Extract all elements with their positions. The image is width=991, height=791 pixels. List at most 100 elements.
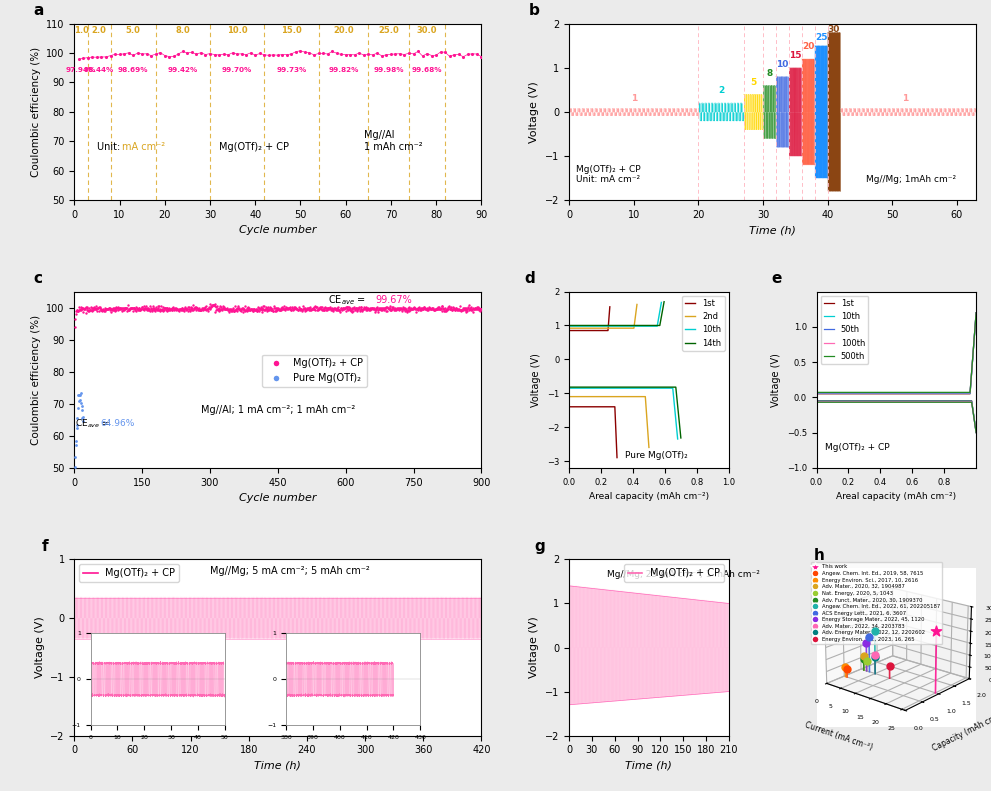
Point: [260, 303, 275, 316]
Point: [402, 302, 418, 315]
Point: [153, 304, 168, 316]
Point: [441, 300, 457, 312]
Point: [426, 305, 442, 317]
Point: [214, 303, 230, 316]
Point: [133, 303, 149, 316]
Point: [420, 304, 436, 316]
Point: [455, 302, 471, 315]
Point: [353, 301, 369, 314]
Point: [330, 303, 346, 316]
Point: [270, 304, 285, 316]
10th: [897, 396, 909, 406]
Point: [408, 305, 424, 318]
Point: [104, 304, 120, 316]
Point: [288, 45, 304, 58]
Point: [384, 304, 399, 316]
Point: [124, 302, 140, 315]
Point: [351, 302, 367, 315]
Point: [388, 304, 404, 316]
Point: [146, 302, 162, 315]
Point: [74, 302, 90, 315]
Point: [351, 47, 367, 59]
Point: [211, 305, 227, 317]
Point: [455, 304, 471, 316]
Point: [118, 302, 134, 315]
Point: [124, 301, 140, 314]
Point: [374, 302, 389, 315]
Point: [209, 300, 225, 312]
Point: [424, 302, 440, 315]
Text: h: h: [814, 547, 825, 562]
Point: [284, 302, 300, 315]
1st: [576, 402, 588, 411]
Point: [150, 303, 165, 316]
Point: [197, 48, 213, 61]
1st: [563, 402, 575, 411]
Point: [452, 304, 468, 316]
Point: [378, 301, 393, 314]
Point: [297, 305, 313, 317]
100th: [966, 402, 978, 411]
2nd: [578, 392, 590, 401]
Point: [219, 302, 235, 315]
Point: [444, 302, 460, 315]
Point: [105, 302, 121, 315]
Line: 500th: 500th: [817, 403, 976, 433]
Point: [97, 301, 113, 314]
Point: [347, 303, 363, 316]
Point: [261, 304, 276, 316]
Point: [383, 300, 398, 312]
Point: [175, 305, 191, 317]
Point: [148, 301, 164, 313]
Point: [241, 302, 257, 315]
Point: [364, 301, 380, 314]
Text: 20: 20: [802, 42, 815, 51]
Point: [266, 48, 281, 61]
Point: [70, 402, 86, 414]
Point: [470, 301, 486, 313]
Point: [110, 304, 126, 316]
Point: [444, 304, 460, 316]
Point: [378, 301, 393, 313]
Point: [440, 301, 456, 314]
Point: [126, 302, 142, 315]
Point: [83, 301, 99, 314]
Point: [353, 301, 369, 313]
Point: [286, 301, 302, 314]
Point: [417, 302, 433, 315]
Point: [413, 304, 429, 316]
Point: [409, 301, 425, 314]
Text: 10: 10: [776, 60, 789, 69]
Point: [298, 303, 314, 316]
Point: [405, 47, 421, 60]
Point: [453, 305, 469, 317]
Point: [240, 302, 256, 315]
Point: [454, 304, 470, 316]
Point: [151, 303, 166, 316]
Point: [174, 302, 190, 315]
Point: [321, 301, 337, 314]
Point: [316, 302, 332, 315]
Point: [81, 305, 97, 317]
Point: [306, 301, 322, 314]
Point: [112, 302, 128, 315]
Y-axis label: Voltage (V): Voltage (V): [529, 81, 539, 142]
Point: [328, 304, 344, 316]
Point: [256, 300, 272, 312]
Point: [395, 303, 411, 316]
Point: [243, 47, 259, 59]
Point: [474, 51, 490, 63]
Point: [127, 303, 143, 316]
Point: [291, 304, 307, 316]
Point: [282, 303, 298, 316]
100th: [970, 428, 982, 437]
Point: [245, 305, 261, 317]
Point: [237, 300, 253, 312]
Point: [390, 301, 406, 314]
100th: [886, 397, 898, 407]
Point: [434, 300, 450, 312]
Point: [272, 303, 287, 316]
10th: [662, 384, 674, 393]
Point: [379, 305, 394, 317]
Point: [238, 304, 254, 316]
